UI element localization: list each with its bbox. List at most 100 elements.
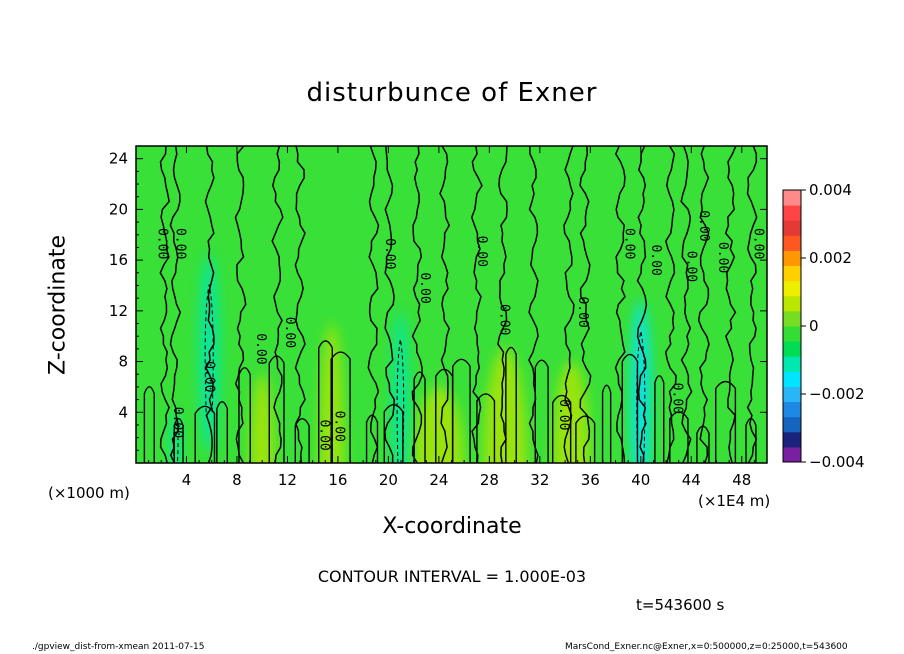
zero-contour xyxy=(664,146,677,463)
colorbar-band xyxy=(783,295,801,312)
positive-region xyxy=(552,361,591,463)
contour-label: 0.00 xyxy=(417,272,432,303)
contour-label: 0.00 xyxy=(170,407,185,438)
zero-contour xyxy=(579,146,592,463)
colorbar-band xyxy=(783,416,801,433)
y-tick-label: 12 xyxy=(109,302,128,320)
loop-contour xyxy=(696,425,710,463)
contour-label: 0.00 xyxy=(750,228,765,259)
colorbar-band xyxy=(783,401,801,418)
zero-contour xyxy=(271,146,284,463)
zero-contour xyxy=(497,146,508,463)
contour-label: 0.00 xyxy=(172,228,187,259)
zero-contour xyxy=(746,146,758,463)
loop-contour xyxy=(452,358,471,463)
contour-label: 0.00 xyxy=(497,304,512,335)
loop-contour xyxy=(745,417,757,463)
contour-label: 0.00 xyxy=(316,419,331,450)
loop-contour xyxy=(268,355,285,463)
positive-region xyxy=(249,374,275,463)
loop-contour xyxy=(575,415,596,463)
y-tick-label: 20 xyxy=(109,200,128,218)
y-tick-label: 4 xyxy=(118,403,128,421)
colorbar-tick-label: 0 xyxy=(809,317,819,335)
field-layer: 0.00 0.000.000.000.000.00 0.00 0.000.000.00… xyxy=(143,146,765,463)
x-tick-label: 24 xyxy=(429,471,448,489)
x-tick-label: 48 xyxy=(732,471,751,489)
loop-contour xyxy=(173,417,184,463)
time-label: t=543600 s xyxy=(636,596,725,614)
loop-contour xyxy=(476,393,496,463)
contour-label: 0.00 xyxy=(282,317,297,348)
zero-contour xyxy=(697,146,710,463)
zero-contour xyxy=(169,146,182,463)
loop-contour xyxy=(669,411,689,463)
x-tick-label: 40 xyxy=(631,471,650,489)
colorbar-band xyxy=(783,356,801,372)
y-axis-label: Z-coordinate xyxy=(45,235,71,375)
zero-contour xyxy=(439,146,451,463)
colorbar-tick-label: −0.004 xyxy=(809,453,865,471)
colorbar-band xyxy=(783,250,801,267)
contour-label: 0.00 xyxy=(556,399,571,430)
colorbar-band xyxy=(783,371,801,387)
y-tick-label: 24 xyxy=(109,150,128,168)
loop-contour xyxy=(318,340,333,463)
y-tick-label: 8 xyxy=(118,353,128,371)
colorbar-band xyxy=(783,310,801,327)
loop-contour xyxy=(654,374,665,463)
colorbar-band xyxy=(783,220,801,236)
contour-label: 0.00 xyxy=(622,228,637,259)
loop-contour xyxy=(365,414,379,463)
colorbar-band xyxy=(783,386,801,403)
x-tick-label: 20 xyxy=(379,471,398,489)
colorbar-band xyxy=(783,280,801,297)
contour-label: 0.00 xyxy=(155,228,170,259)
x-tick-label: 44 xyxy=(682,471,701,489)
loop-contour xyxy=(383,403,404,463)
negative-contour xyxy=(204,284,214,413)
contour-label: 0.00 xyxy=(715,242,730,273)
x-tick-label: 16 xyxy=(328,471,347,489)
colorbar-tick-label: −0.002 xyxy=(809,385,865,403)
zero-contour xyxy=(411,146,423,463)
zero-contour xyxy=(367,146,380,463)
contour-interval-label: CONTOUR INTERVAL = 1.000E-03 xyxy=(317,567,587,586)
x-tick-label: 4 xyxy=(182,471,192,489)
contour-label: 0.00 xyxy=(331,411,346,442)
contour-label: 0.00 xyxy=(575,296,590,327)
colorbar: 0.004 0.002 0 −0.002 −0.004 xyxy=(782,181,865,471)
negative-region xyxy=(392,310,409,463)
zero-contour xyxy=(724,146,737,463)
zero-contour xyxy=(204,146,215,463)
contour-label: 0.00 xyxy=(382,238,397,269)
footer-right: MarsCond_Exner.nc@Exner,x=0:500000,z=0:2… xyxy=(565,642,848,652)
colorbar-band xyxy=(783,235,801,251)
colorbar-band xyxy=(783,205,801,221)
zero-contour xyxy=(384,146,396,463)
loop-contour xyxy=(715,380,737,463)
loop-contour xyxy=(505,346,517,463)
chart-title: disturbunce of Exner xyxy=(306,78,598,108)
colorbar-tick-label: 0.004 xyxy=(809,181,852,199)
loop-contour xyxy=(294,417,310,463)
loop-contour xyxy=(621,353,639,463)
colorbar-band xyxy=(783,341,801,357)
loop-contour xyxy=(413,371,426,463)
plot-area: 0.00 0.000.000.000.000.00 0.00 0.000.000.00… xyxy=(109,145,768,489)
loop-contour xyxy=(601,384,612,463)
contour-label: 0.00 xyxy=(474,236,489,267)
contour-label: 0.00 xyxy=(683,251,698,282)
footer-left: ./gpview_dist-from-xmean 2011-07-15 xyxy=(32,642,205,652)
positive-region xyxy=(413,386,465,463)
contour-label: 0.00 xyxy=(696,210,711,241)
loop-contour xyxy=(143,385,155,463)
contour-label: 0.00 xyxy=(201,361,216,392)
loop-contour xyxy=(216,401,229,463)
zero-contour xyxy=(680,146,693,463)
contour-label: 0.00 xyxy=(670,383,685,414)
x-tick-label: 28 xyxy=(480,471,499,489)
loop-contour xyxy=(238,367,251,463)
zero-contour xyxy=(636,146,648,463)
